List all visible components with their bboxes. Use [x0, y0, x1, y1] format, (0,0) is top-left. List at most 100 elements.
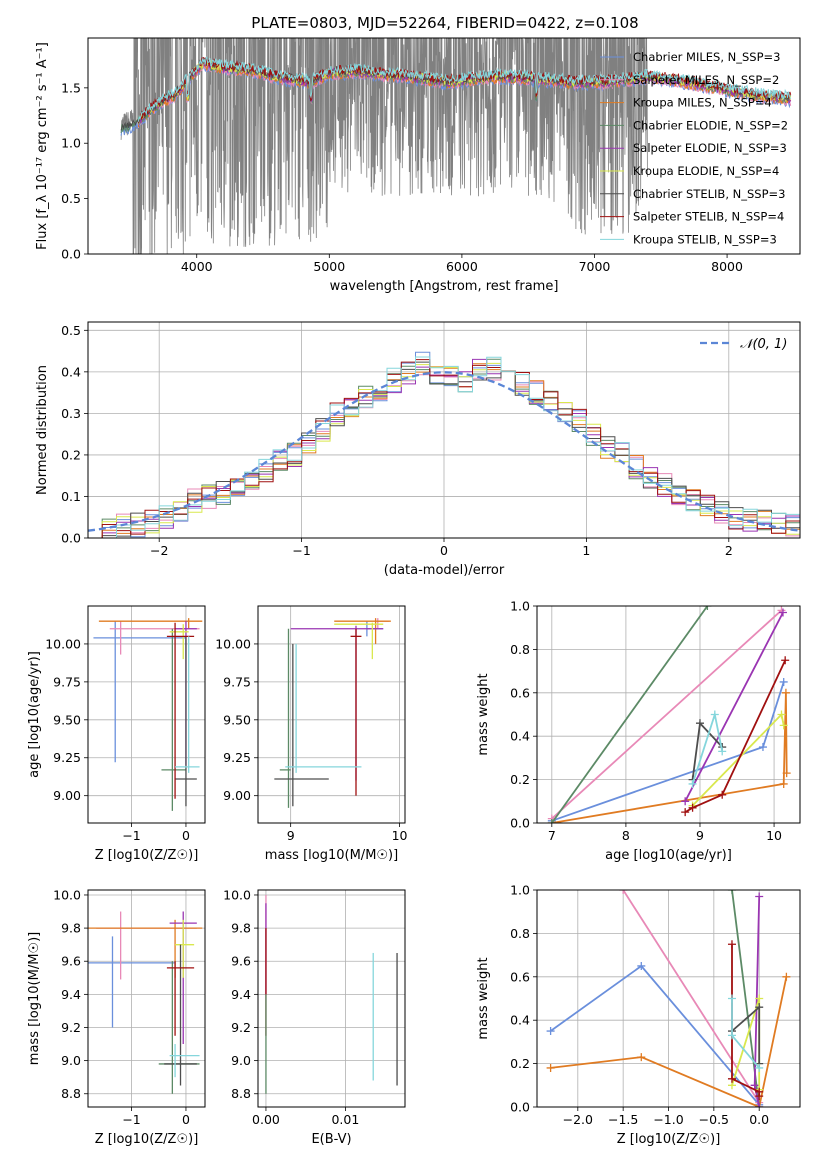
point-marker	[755, 1092, 764, 1101]
legend-label: Salpeter STELIB, N_SSP=4	[633, 210, 784, 224]
point-marker	[619, 890, 628, 894]
point-marker	[778, 608, 787, 617]
y-tick-label: 9.25	[53, 750, 81, 765]
y-axis-label: age [log10(age/yr)]	[27, 651, 42, 778]
y-tick-label: 0.0	[510, 1100, 530, 1115]
axes-frame	[87, 605, 206, 824]
point-marker	[695, 719, 704, 728]
y-tick-label: 9.8	[61, 921, 81, 936]
x-tick-label: 0	[182, 828, 190, 843]
x-tick-label: 9	[696, 828, 704, 843]
point-marker	[779, 677, 788, 686]
mass-weight-plot	[547, 606, 791, 823]
y-tick-label: 9.25	[223, 750, 251, 765]
normal-curve	[88, 371, 800, 532]
errorbar-plot	[274, 618, 391, 808]
legend-label: Kroupa STELIB, N_SSP=3	[633, 232, 777, 246]
spectrum-plot	[120, 38, 792, 254]
y-tick-label: 9.75	[53, 674, 81, 689]
point-marker	[755, 1063, 764, 1072]
y-tick-label: 9.50	[223, 712, 251, 727]
y-tick-label: 10.00	[215, 636, 251, 651]
x-tick-label: 0.00	[252, 1112, 280, 1127]
point-marker	[546, 1027, 555, 1036]
point-marker	[681, 808, 690, 817]
x-tick-label: 8000	[711, 259, 743, 274]
point-marker	[547, 819, 556, 823]
y-axis-label: mass weight	[476, 957, 491, 1039]
x-tick-label: 7	[548, 828, 556, 843]
histogram-plot	[88, 351, 800, 538]
panel-5: 7 8 9 10 0.0 0.2 0.4 0.6 0.8 1.0 age [log10(age/yr…	[476, 599, 801, 863]
y-tick-label: 0.0	[510, 816, 530, 831]
panel-8: −2.0 −1.5 −1.0 −0.5 0.0 0.0 0.2 0.4 0.6 0.8 1.0 Z […	[476, 883, 801, 1147]
y-axis-label: Flux [f_λ 10⁻¹⁷ erg cm⁻² s⁻¹ A⁻¹]	[35, 42, 50, 250]
y-tick-label: 0.5	[61, 323, 81, 338]
x-tick-label: 4000	[181, 259, 213, 274]
y-tick-label: 1.5	[61, 80, 81, 95]
series-kroupa-miles	[551, 692, 788, 823]
y-tick-label: 0.0	[61, 531, 81, 546]
y-tick-label: 0.4	[510, 1013, 530, 1028]
legend-label: Chabrier ELODIE, N_SSP=2	[633, 118, 788, 132]
series-kroupa-miles	[550, 976, 788, 1107]
y-tick-label: 9.50	[53, 712, 81, 727]
panel-1: 4000 5000 6000 7000 8000 0.0 0.5 1.0 1.5 waveleng…	[35, 37, 801, 294]
x-tick-label: 2	[725, 543, 733, 558]
point-marker	[727, 1031, 736, 1040]
y-tick-label: 1.0	[510, 883, 530, 898]
point-marker	[781, 688, 790, 697]
legend-label: Kroupa ELODIE, N_SSP=4	[633, 164, 779, 178]
axes-frame	[87, 889, 206, 1108]
x-tick-label: −1.0	[653, 1112, 683, 1127]
y-tick-label: 0.6	[510, 685, 530, 700]
legend: Chabrier MILES, N_SSP=3 Salpeter MILES, N…	[600, 50, 788, 246]
y-tick-label: 8.8	[61, 1086, 81, 1101]
point-marker	[710, 710, 719, 719]
point-marker	[758, 743, 767, 752]
y-tick-label: 0.8	[510, 926, 530, 941]
legend-label: 𝒩(0, 1)	[740, 337, 787, 352]
y-tick-label: 9.00	[223, 788, 251, 803]
y-tick-label: 1.0	[510, 599, 530, 614]
x-axis-label: mass [log10(M/M☉)]	[265, 848, 398, 863]
x-tick-label: −1.5	[608, 1112, 638, 1127]
errorbar-plot	[93, 618, 203, 811]
x-tick-label: 8	[622, 828, 630, 843]
point-marker	[782, 769, 791, 778]
point-marker	[781, 656, 790, 665]
point-marker	[718, 747, 727, 756]
legend-label: Chabrier STELIB, N_SSP=3	[633, 187, 785, 201]
panels: 4000 5000 6000 7000 80000.00.51.01.5waveleng…	[27, 37, 801, 1147]
y-tick-label: 9.4	[231, 987, 251, 1002]
x-tick-label: 0	[182, 1112, 190, 1127]
panel-4: 9 10 9.00 9.25 9.50 9.75 10.00 mass [log10(M/M☉…	[215, 605, 408, 863]
y-axis-label: mass [log10(M/M☉)]	[27, 932, 42, 1065]
y-tick-label: 0.0	[61, 247, 81, 262]
legend-label: Salpeter ELODIE, N_SSP=3	[633, 141, 787, 155]
y-tick-label: 9.6	[231, 954, 251, 969]
y-tick-label: 9.4	[61, 987, 81, 1002]
series-chabrier-miles	[551, 681, 785, 822]
point-marker	[777, 710, 786, 719]
series-salpeter-miles	[551, 609, 783, 820]
point-marker	[779, 779, 788, 788]
y-tick-label: 0.2	[61, 447, 81, 462]
point-marker	[688, 779, 697, 788]
series-salpeter-stelib	[684, 659, 787, 813]
series-chabrier-miles	[550, 964, 760, 1106]
point-marker	[727, 890, 736, 894]
x-axis-label: age [log10(age/yr)]	[605, 848, 732, 863]
x-axis-label: E(B-V)	[311, 1132, 351, 1147]
point-marker	[718, 790, 727, 799]
x-tick-label: −2	[150, 543, 168, 558]
series-salpeter-miles	[622, 890, 760, 1104]
axes-frame	[87, 321, 801, 539]
y-tick-label: 0.4	[61, 364, 81, 379]
y-tick-label: 0.2	[510, 772, 530, 787]
point-marker	[546, 1063, 555, 1072]
y-tick-label: 0.2	[510, 1056, 530, 1071]
point-marker	[755, 994, 764, 1003]
errorbar-plot	[265, 894, 398, 1094]
x-tick-label: 0	[440, 543, 448, 558]
